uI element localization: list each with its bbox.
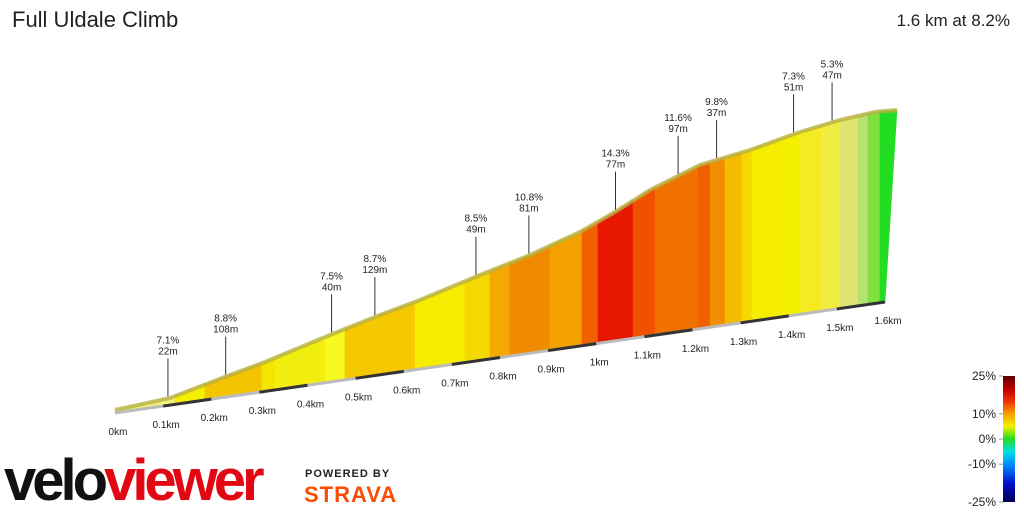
x-tick-label: 1.6km (874, 316, 901, 327)
x-tick-label: 1.4km (778, 330, 805, 341)
axis-dash (162, 397, 212, 408)
profile-band (632, 187, 656, 339)
annotations: 7.1%22m 8.8%108m 7.5%40m 8.7%129m 8.5%49m 10.… (157, 59, 844, 397)
powered-by: POWERED BY (305, 468, 390, 480)
grade-label: 14.3% (601, 149, 629, 160)
profile-band (414, 280, 466, 371)
length-label: 51m (784, 82, 803, 93)
axis-dash (740, 314, 789, 325)
axis-dash (836, 300, 886, 311)
grade-label: 8.5% (465, 214, 488, 225)
x-tick-label: 0km (109, 427, 128, 438)
axis-dash (547, 342, 597, 353)
logo-viewer: viewer (104, 448, 264, 512)
length-label: 77m (606, 160, 625, 171)
length-label: 47m (822, 70, 841, 81)
x-tick-label: 0.9km (538, 365, 565, 376)
grade-label: 7.1% (157, 335, 180, 346)
axis-dash (451, 356, 501, 366)
grade-label: 9.8% (705, 97, 728, 108)
profile-band (879, 109, 898, 304)
profile-band (867, 111, 881, 305)
profile-band (799, 124, 823, 315)
logo-velo: velo (4, 448, 107, 512)
x-tick-label: 1km (590, 358, 609, 369)
profile-band (489, 262, 511, 360)
profile-band (857, 113, 869, 307)
grade-label: 8.8% (214, 314, 237, 325)
x-tick-label: 1.1km (634, 351, 661, 362)
chart-title: Full Uldale Climb (12, 7, 178, 32)
x-tick-label: 1.5km (826, 323, 853, 334)
length-label: 40m (322, 282, 341, 293)
grade-label: 10.8% (515, 192, 543, 203)
profile-band (464, 270, 491, 363)
profile-band (597, 200, 634, 344)
profile-band (581, 221, 599, 347)
grade-label: 11.6% (664, 113, 692, 124)
length-label: 37m (707, 108, 726, 119)
logo: veloviewer (4, 448, 264, 512)
length-label: 129m (362, 265, 387, 276)
grade-label: 8.7% (363, 254, 386, 265)
colorbar-tick-label: 25% (972, 369, 996, 383)
profile-band (741, 148, 753, 323)
length-label: 97m (668, 124, 687, 135)
profile-band (724, 151, 743, 326)
grade-label: 5.3% (821, 59, 844, 70)
colorbar-ticks: 25% 10% 0% -10% -25% (968, 369, 1003, 509)
x-tick-label: 1.2km (682, 344, 709, 355)
length-label: 108m (213, 325, 238, 336)
profile-band (654, 165, 699, 336)
x-tick-label: 0.4km (297, 399, 324, 410)
profile-top (114, 108, 898, 412)
colorbar-tick-label: -10% (968, 457, 996, 471)
colorbar (1003, 376, 1015, 502)
strava-logo: STRAVA (304, 482, 397, 507)
x-tick-label: 0.1km (153, 420, 180, 431)
profile (114, 108, 898, 414)
x-axis: 0km 0.1km 0.2km 0.3km 0.4km 0.5km 0.6km 0.7km 0.… (109, 300, 902, 438)
axis-dash (259, 383, 308, 394)
summary: 1.6 km at 8.2% (897, 11, 1010, 30)
x-tick-label: 0.8km (489, 372, 516, 383)
x-tick-label: 0.7km (441, 378, 468, 389)
length-label: 81m (519, 203, 538, 214)
grade-label: 7.3% (782, 71, 805, 82)
x-tick-label: 0.3km (249, 406, 276, 417)
profile-band (697, 161, 711, 330)
profile-band (549, 230, 583, 351)
grade-label: 7.5% (320, 271, 343, 282)
length-label: 49m (466, 225, 485, 236)
profile-band (751, 139, 779, 322)
length-label: 22m (158, 346, 177, 357)
profile-band (821, 119, 841, 312)
colorbar-tick-label: 0% (979, 432, 997, 446)
axis-dash (355, 369, 404, 380)
x-tick-label: 0.5km (345, 392, 372, 403)
profile-band (274, 336, 326, 391)
x-tick-label: 0.6km (393, 385, 420, 396)
colorbar-tick-label: -25% (968, 495, 996, 509)
profile-band (839, 115, 859, 309)
x-tick-label: 0.2km (201, 413, 228, 424)
axis-dash (644, 328, 693, 339)
profile-band (777, 131, 801, 318)
colorbar-tick-label: 10% (972, 407, 996, 421)
profile-band (709, 157, 726, 328)
x-tick-label: 1.3km (730, 337, 757, 348)
